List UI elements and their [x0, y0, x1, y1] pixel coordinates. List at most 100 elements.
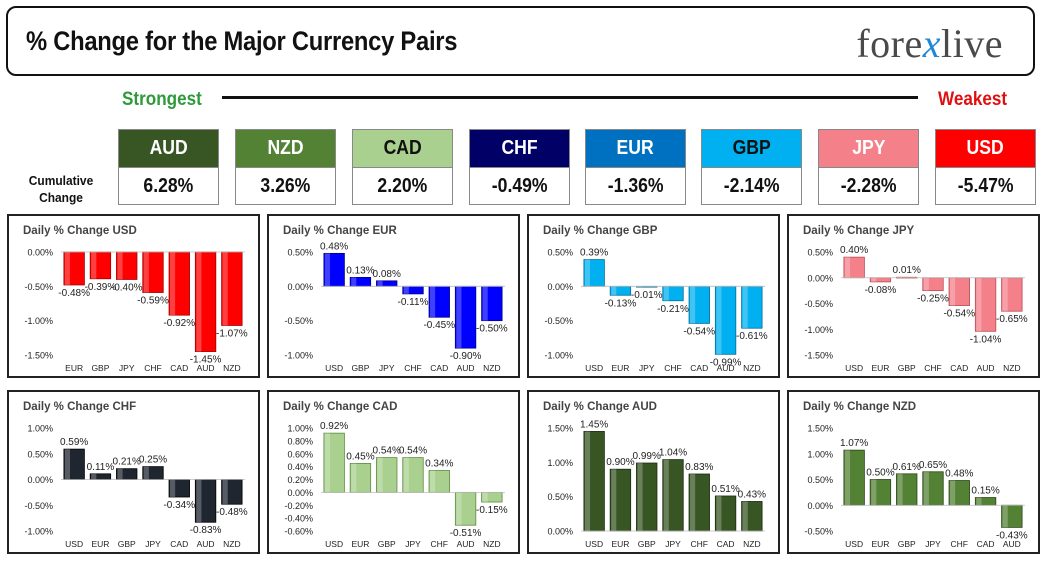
bar-highlight: [584, 259, 591, 287]
chart-title: Daily % Change NZD: [803, 401, 916, 413]
bar-highlight: [844, 257, 851, 278]
y-tick-label: 0.50%: [547, 492, 573, 502]
data-label: -0.43%: [996, 530, 1028, 541]
data-label: 0.83%: [685, 462, 713, 473]
y-tick-label: -0.50%: [804, 527, 833, 537]
y-tick-label: 0.20%: [287, 475, 313, 485]
bar-highlight: [844, 450, 851, 506]
y-tick-label: -0.40%: [284, 514, 313, 524]
x-tick-label: EUR: [611, 539, 629, 549]
tile-value: -2.28%: [840, 175, 897, 197]
tile-value: 2.20%: [377, 175, 428, 197]
data-label: -0.50%: [476, 324, 508, 335]
x-tick-label: USD: [845, 363, 863, 373]
x-tick-label: JPY: [145, 539, 161, 549]
y-tick-label: -1.00%: [24, 316, 53, 326]
y-tick-label: -0.50%: [24, 282, 53, 292]
bar-highlight: [222, 252, 228, 326]
tile-currency: EUR: [586, 130, 685, 168]
x-tick-label: EUR: [871, 539, 889, 549]
bar-highlight: [456, 286, 462, 349]
y-tick-label: 0.00%: [27, 248, 53, 258]
data-label: -0.13%: [605, 298, 637, 309]
tile-currency: JPY: [819, 130, 918, 168]
x-tick-label: EUR: [351, 539, 369, 549]
x-tick-label: CHF: [404, 363, 421, 373]
logo-text-right: live: [941, 21, 1003, 66]
bar-highlight: [117, 468, 123, 480]
bar-highlight: [663, 459, 669, 531]
x-tick-label: GBP: [378, 539, 396, 549]
cumulative-tile-nzd: NZD 3.26%: [235, 129, 336, 205]
x-tick-label: JPY: [379, 363, 395, 373]
data-label: 1.45%: [580, 419, 608, 430]
cumulative-change-label: Cumulative Change: [23, 172, 98, 206]
x-tick-label: AUD: [197, 363, 215, 373]
x-tick-label: CAD: [977, 539, 995, 549]
tile-currency: USD: [936, 130, 1035, 168]
data-label: 0.11%: [87, 462, 115, 473]
data-label: -0.65%: [996, 314, 1028, 325]
data-label: -0.92%: [163, 318, 195, 329]
y-tick-label: 1.00%: [27, 424, 53, 434]
bar-highlight: [196, 479, 202, 523]
y-tick-label: -1.00%: [24, 527, 53, 537]
data-label: 0.61%: [893, 462, 921, 473]
bar-highlight: [716, 495, 722, 531]
bar-highlight: [897, 473, 903, 506]
bar-highlight: [143, 466, 149, 480]
x-tick-label: NZD: [223, 363, 240, 373]
y-tick-label: 0.50%: [547, 248, 573, 258]
bar-highlight: [584, 431, 591, 531]
data-label: -0.15%: [476, 505, 508, 516]
y-tick-label: 0.00%: [547, 282, 573, 292]
data-label: 0.43%: [738, 489, 766, 500]
y-tick-label: -1.00%: [284, 351, 313, 361]
bar-chart: Daily % Change NZD 1.50% 1.00% 0.50% 0.00% -0…: [803, 401, 1028, 549]
logo-text-left: fore: [856, 21, 923, 66]
y-tick-label: 0.80%: [287, 436, 313, 446]
tile-value: -2.14%: [723, 175, 780, 197]
forexlive-logo: forexlive: [856, 20, 1003, 67]
x-tick-label: NZD: [743, 363, 760, 373]
bar-highlight: [403, 457, 409, 493]
cumulative-tile-eur: EUR -1.36%: [585, 129, 686, 205]
x-tick-label: CAD: [430, 363, 448, 373]
data-label: -0.61%: [736, 331, 768, 342]
data-label: -1.07%: [216, 328, 248, 339]
chart-panel-8: Daily % Change NZD 1.50% 1.00% 0.50% 0.00% -0…: [787, 390, 1040, 554]
bar-highlight: [196, 252, 202, 352]
chart-title: Daily % Change USD: [23, 225, 137, 237]
y-tick-label: 0.40%: [287, 462, 313, 472]
y-tick-label: 0.00%: [807, 273, 833, 283]
bar-highlight: [91, 473, 97, 480]
x-tick-label: JPY: [405, 539, 421, 549]
y-tick-label: 1.00%: [287, 424, 313, 434]
x-tick-label: CHF: [951, 539, 968, 549]
bar-highlight: [170, 252, 176, 316]
y-tick-label: -1.50%: [804, 351, 833, 361]
bar-highlight: [690, 286, 696, 324]
x-tick-label: NZD: [223, 539, 240, 549]
weakest-label: Weakest: [938, 89, 1008, 110]
y-tick-label: -1.00%: [544, 351, 573, 361]
data-label: 0.54%: [399, 446, 427, 457]
strength-scale-line: [222, 96, 918, 99]
data-label: -0.48%: [216, 507, 248, 518]
y-tick-label: -1.50%: [24, 351, 53, 361]
data-label: -0.54%: [683, 326, 715, 337]
bar-highlight: [91, 252, 97, 279]
x-tick-label: CAD: [950, 363, 968, 373]
data-label: 0.51%: [711, 484, 739, 495]
page-title: % Change for the Major Currency Pairs: [26, 26, 458, 56]
bar-chart: Daily % Change EUR 0.50% 0.00% -0.50% -1.00%…: [283, 225, 508, 373]
tile-currency: AUD: [119, 130, 218, 168]
cumulative-tile-usd: USD -5.47%: [935, 129, 1036, 205]
y-tick-label: 0.50%: [807, 248, 833, 258]
x-tick-label: CHF: [664, 363, 681, 373]
x-tick-label: CHF: [924, 363, 941, 373]
tile-currency: NZD: [236, 130, 335, 168]
bar-highlight: [482, 492, 488, 503]
tile-value: -5.47%: [957, 175, 1014, 197]
y-tick-label: -0.50%: [284, 316, 313, 326]
